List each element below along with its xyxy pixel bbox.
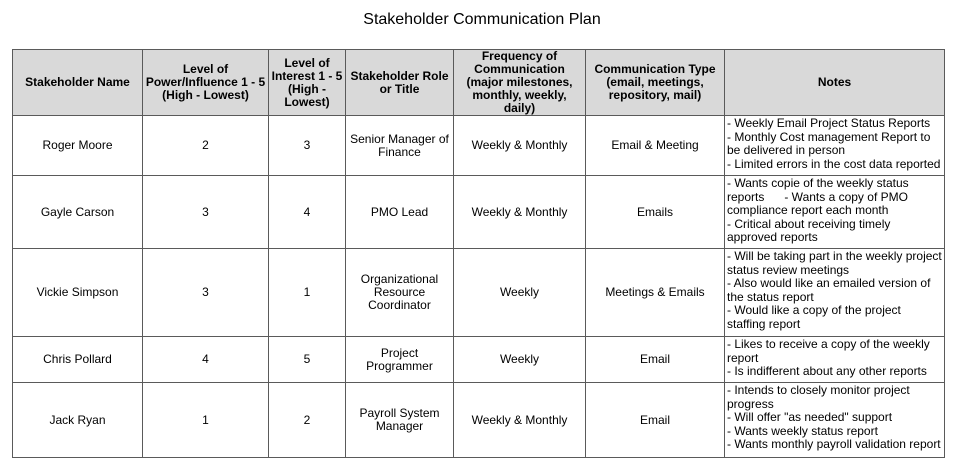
cell-power: 3	[142, 175, 269, 249]
header-frequency: Frequency of Communication (major milest…	[453, 49, 586, 116]
table-row: Jack Ryan 1 2 Payroll System Manager Wee…	[12, 382, 945, 458]
cell-type: Email	[585, 336, 725, 383]
header-row: Stakeholder Name Level of Power/Influenc…	[12, 49, 945, 116]
header-interest: Level of Interest 1 - 5 (High - Lowest)	[268, 49, 346, 116]
header-stakeholder-name: Stakeholder Name	[12, 49, 143, 116]
note-line: - Would like a copy of the project staff…	[727, 303, 901, 331]
cell-interest: 1	[268, 248, 346, 337]
cell-notes: - Likes to receive a copy of the weekly …	[724, 336, 945, 383]
cell-frequency: Weekly	[453, 336, 586, 383]
note-line: - Wants copie of the weekly status repor…	[727, 176, 912, 217]
page-title: Stakeholder Communication Plan	[363, 11, 601, 28]
cell-role: PMO Lead	[345, 175, 454, 249]
header-communication-type: Communication Type (email, meetings, rep…	[585, 49, 725, 116]
cell-name: Jack Ryan	[12, 382, 143, 458]
note-line: - Weekly Email Project Status Reports	[727, 116, 931, 130]
note-line: - Likes to receive a copy of the weekly …	[727, 337, 930, 365]
table-row: Vickie Simpson 3 1 Organizational Resour…	[12, 248, 945, 337]
cell-notes: - Wants copie of the weekly status repor…	[724, 175, 945, 249]
cell-name: Roger Moore	[12, 115, 143, 176]
cell-type: Email	[585, 382, 725, 458]
cell-interest: 5	[268, 336, 346, 383]
cell-name: Vickie Simpson	[12, 248, 143, 337]
cell-notes: - Intends to closely monitor project pro…	[724, 382, 945, 458]
note-line: - Wants monthly payroll validation repor…	[727, 437, 941, 451]
table-row: Gayle Carson 3 4 PMO Lead Weekly & Month…	[12, 175, 945, 249]
note-line: - Monthly Cost management Report to be d…	[727, 129, 931, 157]
header-notes: Notes	[724, 49, 945, 116]
note-line: - Wants weekly status report	[727, 423, 878, 438]
cell-frequency: Weekly & Monthly	[453, 115, 586, 176]
cell-power: 3	[142, 248, 269, 337]
note-line: - Is indifferent about any other reports	[727, 364, 927, 378]
note-line: - Will offer "as needed" support	[727, 410, 893, 424]
cell-interest: 2	[268, 382, 346, 458]
cell-frequency: Weekly & Monthly	[453, 382, 586, 458]
cell-role: Organizational Resource Coordinator	[345, 248, 454, 337]
cell-interest: 4	[268, 175, 346, 249]
cell-frequency: Weekly	[453, 248, 586, 337]
cell-power: 1	[142, 382, 269, 458]
cell-power: 4	[142, 336, 269, 383]
note-line: - Limited errors in the cost data report…	[727, 156, 941, 171]
cell-name: Gayle Carson	[12, 175, 143, 249]
cell-notes: - Weekly Email Project Status Reports - …	[724, 115, 945, 176]
cell-frequency: Weekly & Monthly	[453, 175, 586, 249]
header-power-influence: Level of Power/Influence 1 - 5 (High - L…	[142, 49, 269, 116]
cell-interest: 3	[268, 115, 346, 176]
cell-name: Chris Pollard	[12, 336, 143, 383]
cell-type: Emails	[585, 175, 725, 249]
cell-notes: - Will be taking part in the weekly proj…	[724, 248, 945, 337]
header-role: Stakeholder Role or Title	[345, 49, 454, 116]
table-row: Chris Pollard 4 5 Project Programmer Wee…	[12, 336, 945, 383]
note-line: - Intends to closely monitor project pro…	[727, 383, 910, 411]
cell-role: Project Programmer	[345, 336, 454, 383]
stakeholder-table: Stakeholder Name Level of Power/Influenc…	[12, 49, 945, 458]
note-line: - Critical about receiving timely approv…	[727, 216, 891, 244]
cell-role: Payroll System Manager	[345, 382, 454, 458]
note-line: - Will be taking part in the weekly proj…	[727, 249, 942, 277]
cell-role: Senior Manager of Finance	[345, 115, 454, 176]
cell-type: Email & Meeting	[585, 115, 725, 176]
cell-power: 2	[142, 115, 269, 176]
cell-type: Meetings & Emails	[585, 248, 725, 337]
note-line: - Also would like an emailed version of …	[727, 276, 931, 304]
table-row: Roger Moore 2 3 Senior Manager of Financ…	[12, 115, 945, 176]
